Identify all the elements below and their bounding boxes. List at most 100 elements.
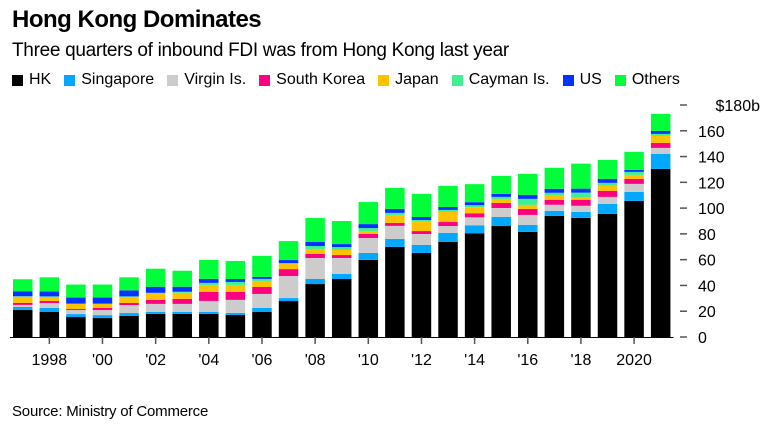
bar-others-2013 xyxy=(438,185,458,207)
legend-label: South Korea xyxy=(276,71,366,88)
bar-stack-2019 xyxy=(597,159,618,337)
y-tick-label: 100 xyxy=(698,201,725,218)
bar-hk-2016 xyxy=(518,231,538,337)
bar-singapore-1998 xyxy=(39,308,60,312)
bar-japan-2005 xyxy=(225,284,246,292)
legend-label: Virgin Is. xyxy=(184,71,247,88)
bar-cayman-is-2005 xyxy=(225,281,246,285)
bar-others-2003 xyxy=(172,270,192,287)
bar-virgin-is-2002 xyxy=(145,303,166,312)
bar-others-2007 xyxy=(278,241,299,261)
bar-hk-2015 xyxy=(491,226,511,337)
bar-cayman-is-2018 xyxy=(571,192,591,198)
bar-virgin-is-2019 xyxy=(597,196,618,204)
bar-others-1997 xyxy=(13,279,33,292)
bar-hk-2000 xyxy=(92,318,113,337)
bar-south-korea-2015 xyxy=(491,202,511,208)
legend-item-others: Others xyxy=(614,71,680,89)
bar-virgin-is-2006 xyxy=(252,293,272,308)
legend: HK Singapore Virgin Is. South Korea Japan Cay… xyxy=(12,71,693,89)
bar-cayman-is-1997 xyxy=(13,296,33,297)
bar-others-2010 xyxy=(358,202,379,225)
bar-hk-2013 xyxy=(438,242,458,337)
bar-virgin-is-2012 xyxy=(411,234,432,245)
bar-south-korea-2008 xyxy=(305,254,325,258)
bar-virgin-is-2007 xyxy=(278,276,299,299)
bar-hk-2020 xyxy=(624,200,644,337)
bar-us-2016 xyxy=(518,194,538,199)
bar-hk-1999 xyxy=(66,317,86,337)
bar-virgin-is-2003 xyxy=(172,303,192,312)
chart-subtitle: Three quarters of inbound FDI was from H… xyxy=(12,40,509,61)
bar-others-2011 xyxy=(385,187,405,209)
bar-cayman-is-2010 xyxy=(358,228,379,232)
bar-others-2001 xyxy=(119,277,139,291)
bar-hk-2006 xyxy=(252,312,272,337)
bar-us-2010 xyxy=(358,224,379,229)
bar-japan-2002 xyxy=(145,293,166,300)
bar-stack-2018 xyxy=(571,163,591,337)
bar-us-2014 xyxy=(464,202,485,206)
bar-south-korea-1999 xyxy=(66,309,86,311)
bar-japan-2018 xyxy=(571,197,591,200)
bar-virgin-is-2008 xyxy=(305,257,325,279)
bar-us-2000 xyxy=(92,297,113,304)
bar-us-2012 xyxy=(411,217,432,220)
bar-stack-2001 xyxy=(119,277,139,337)
bar-stack-2016 xyxy=(518,173,538,337)
bar-stack-2004 xyxy=(199,259,219,337)
bar-hk-2004 xyxy=(199,313,219,337)
legend-item-japan: Japan xyxy=(378,71,439,89)
y-tick-label: $180b xyxy=(716,98,761,115)
bar-south-korea-2014 xyxy=(464,213,485,218)
bar-virgin-is-1999 xyxy=(66,310,86,315)
bar-japan-2007 xyxy=(278,264,299,270)
bar-stack-1997 xyxy=(13,279,33,337)
bar-south-korea-2003 xyxy=(172,298,192,304)
bar-others-2012 xyxy=(411,193,432,217)
bar-cayman-is-2004 xyxy=(199,282,219,285)
bar-singapore-2000 xyxy=(92,315,113,319)
bar-cayman-is-2016 xyxy=(518,198,538,205)
bar-stack-1998 xyxy=(39,277,60,337)
bar-others-2006 xyxy=(252,255,272,277)
bar-hk-2014 xyxy=(464,233,485,337)
bar-south-korea-2007 xyxy=(278,269,299,277)
legend-label: US xyxy=(579,71,602,88)
bar-virgin-is-2015 xyxy=(491,207,511,217)
bar-us-2003 xyxy=(172,286,192,292)
x-tick-label: '02 xyxy=(145,352,166,369)
bar-singapore-2021 xyxy=(650,153,671,169)
bar-japan-2011 xyxy=(385,214,405,223)
bar-stack-2002 xyxy=(145,268,166,337)
bar-japan-2013 xyxy=(438,211,458,223)
bar-others-2008 xyxy=(305,218,325,243)
bar-others-2021 xyxy=(650,113,671,131)
legend-label: Japan xyxy=(395,71,439,88)
bar-japan-2016 xyxy=(518,204,538,209)
bar-us-1999 xyxy=(66,297,86,304)
legend-item-hk: HK xyxy=(12,71,51,89)
bar-stack-2015 xyxy=(491,175,511,337)
bar-virgin-is-2013 xyxy=(438,226,458,233)
legend-item-us: US xyxy=(562,71,602,89)
bar-singapore-2011 xyxy=(385,238,405,247)
bar-stack-2012 xyxy=(411,193,432,337)
bar-japan-2019 xyxy=(597,185,618,191)
bar-virgin-is-1998 xyxy=(39,302,60,308)
bar-singapore-2008 xyxy=(305,279,325,285)
bar-singapore-2006 xyxy=(252,308,272,312)
bar-us-2002 xyxy=(145,286,166,293)
bar-japan-2021 xyxy=(650,135,671,143)
bar-others-2015 xyxy=(491,175,511,194)
bar-south-korea-2019 xyxy=(597,190,618,197)
bar-singapore-2004 xyxy=(199,311,219,314)
bar-us-2005 xyxy=(225,279,246,282)
bar-singapore-2020 xyxy=(624,191,644,201)
y-tick-label: 120 xyxy=(698,175,725,192)
bar-singapore-2016 xyxy=(518,225,538,232)
bar-others-2018 xyxy=(571,163,591,189)
legend-item-singapore: Singapore xyxy=(64,71,154,89)
bar-japan-2015 xyxy=(491,198,511,203)
